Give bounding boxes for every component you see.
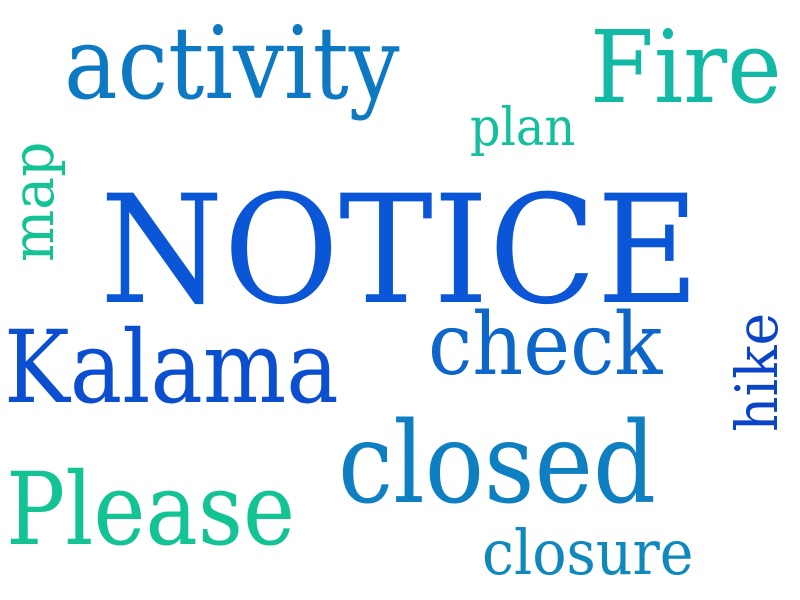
- word-fire: Fire: [590, 9, 782, 126]
- word-closed: closed: [338, 399, 657, 529]
- word-please: Please: [6, 451, 296, 568]
- word-notice: NOTICE: [100, 164, 700, 338]
- word-check: check: [428, 295, 663, 395]
- word-hike: hike: [723, 312, 791, 432]
- word-map: map: [0, 141, 67, 262]
- word-kalama: Kalama: [4, 309, 339, 426]
- word-activity: activity: [64, 5, 400, 122]
- word-closure: closure: [482, 516, 694, 589]
- word-plan: plan: [470, 98, 576, 158]
